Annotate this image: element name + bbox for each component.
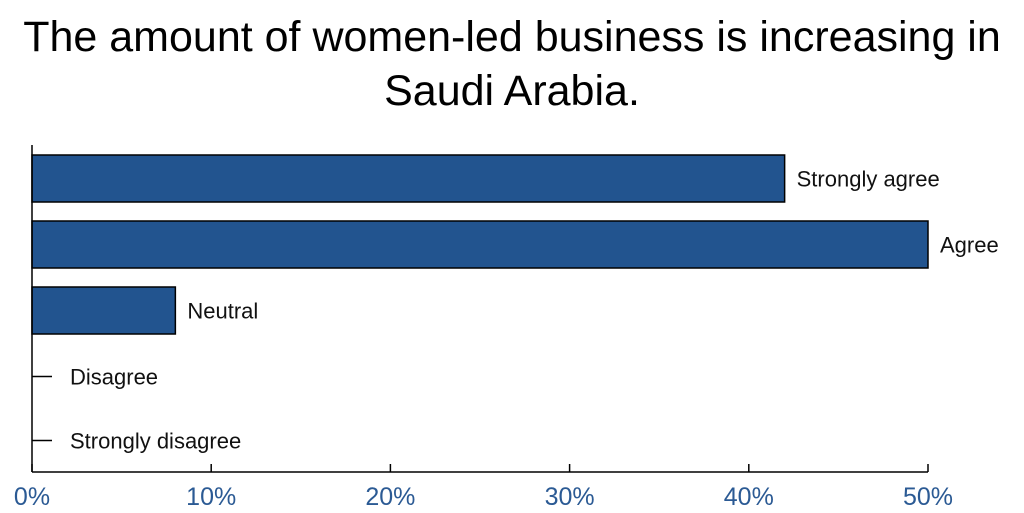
bar [31, 286, 177, 335]
chart-title: The amount of women-led business is incr… [23, 13, 1001, 115]
x-tick-label: 40% [724, 483, 774, 511]
x-tick-label: 50% [903, 483, 953, 511]
bar [31, 154, 786, 203]
x-tick-label: 0% [14, 483, 50, 511]
category-label: Disagree [70, 365, 158, 390]
category-label: Neutral [187, 299, 258, 324]
x-tick-label: 10% [186, 483, 236, 511]
bar [31, 220, 929, 269]
category-label: Agree [940, 233, 999, 258]
category-label: Strongly agree [797, 167, 940, 192]
category-label: Strongly disagree [70, 429, 241, 454]
x-tick-label: 20% [365, 483, 415, 511]
x-tick-label: 30% [545, 483, 595, 511]
